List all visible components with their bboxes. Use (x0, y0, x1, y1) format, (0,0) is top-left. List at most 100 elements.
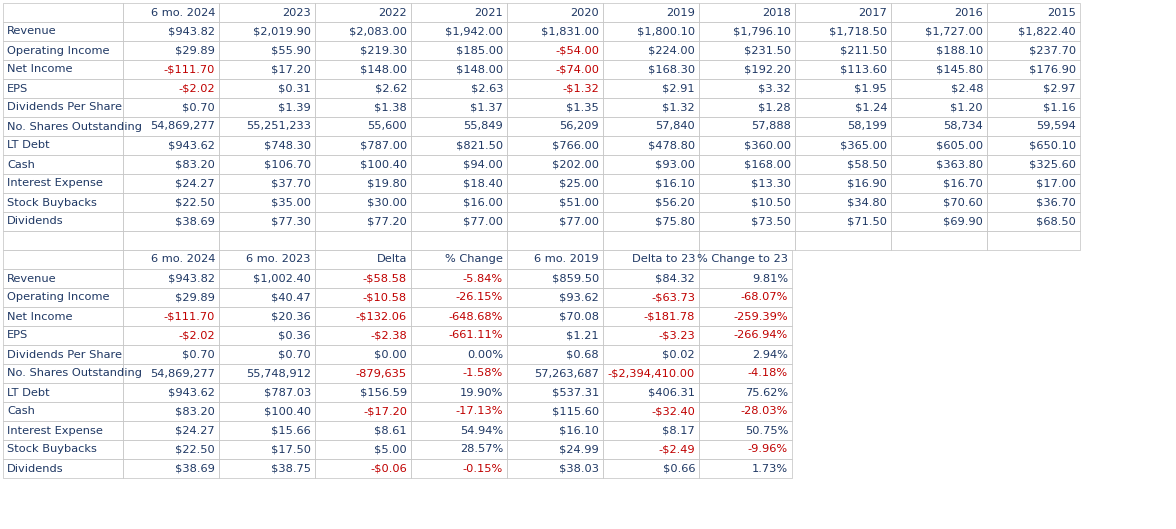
Bar (603, 250, 699, 269)
Bar (507, 193, 603, 212)
Bar (603, 402, 699, 421)
Text: $2.63: $2.63 (470, 84, 503, 94)
Text: Dividends: Dividends (7, 216, 64, 226)
Bar (123, 22, 219, 41)
Text: $237.70: $237.70 (1029, 45, 1076, 56)
Text: $17.20: $17.20 (272, 65, 310, 75)
Bar (315, 440, 410, 459)
Text: -266.94%: -266.94% (734, 331, 788, 341)
Text: $360.00: $360.00 (744, 141, 791, 150)
Bar (699, 98, 795, 117)
Text: -$32.40: -$32.40 (652, 406, 695, 416)
Text: $188.10: $188.10 (936, 45, 983, 56)
Bar (699, 212, 795, 231)
Bar (410, 269, 507, 288)
Text: $365.00: $365.00 (840, 141, 887, 150)
Text: $1.20: $1.20 (950, 103, 983, 113)
Bar (987, 22, 1080, 41)
Bar (315, 307, 410, 326)
Text: -68.07%: -68.07% (741, 293, 788, 303)
Text: $19.80: $19.80 (367, 178, 407, 188)
Text: Delta: Delta (376, 254, 407, 264)
Text: $77.00: $77.00 (559, 216, 599, 226)
Text: $605.00: $605.00 (936, 141, 983, 150)
Bar (795, 231, 891, 250)
Bar (410, 402, 507, 421)
Text: -259.39%: -259.39% (734, 312, 788, 322)
Bar (891, 41, 987, 60)
Bar (603, 383, 699, 402)
Bar (410, 117, 507, 136)
Text: -879,635: -879,635 (356, 369, 407, 379)
Bar (891, 60, 987, 79)
Text: 9.81%: 9.81% (751, 273, 788, 284)
Text: $2.48: $2.48 (950, 84, 983, 94)
Text: $34.80: $34.80 (847, 197, 887, 207)
Text: Stock Buybacks: Stock Buybacks (7, 444, 96, 454)
Text: $106.70: $106.70 (263, 160, 310, 169)
Bar (410, 98, 507, 117)
Text: -$17.20: -$17.20 (363, 406, 407, 416)
Bar (219, 117, 315, 136)
Text: $1.95: $1.95 (854, 84, 887, 94)
Bar (123, 459, 219, 478)
Text: $8.17: $8.17 (662, 425, 695, 435)
Text: 57,888: 57,888 (751, 122, 791, 132)
Bar (795, 136, 891, 155)
Bar (219, 212, 315, 231)
Text: $29.89: $29.89 (175, 293, 215, 303)
Text: -0.15%: -0.15% (462, 463, 503, 473)
Bar (219, 440, 315, 459)
Bar (987, 117, 1080, 136)
Bar (315, 117, 410, 136)
Text: $1,002.40: $1,002.40 (253, 273, 310, 284)
Bar (410, 383, 507, 402)
Bar (4, 421, 123, 440)
Bar (123, 117, 219, 136)
Bar (123, 307, 219, 326)
Text: $115.60: $115.60 (552, 406, 599, 416)
Bar (699, 155, 795, 174)
Bar (507, 98, 603, 117)
Bar (123, 79, 219, 98)
Text: $168.00: $168.00 (744, 160, 791, 169)
Bar (4, 231, 123, 250)
Text: -648.68%: -648.68% (448, 312, 503, 322)
Bar (219, 269, 315, 288)
Bar (219, 383, 315, 402)
Bar (795, 212, 891, 231)
Bar (603, 269, 699, 288)
Text: $211.50: $211.50 (840, 45, 887, 56)
Bar (219, 174, 315, 193)
Bar (315, 174, 410, 193)
Text: $176.90: $176.90 (1029, 65, 1076, 75)
Bar (315, 326, 410, 345)
Bar (315, 136, 410, 155)
Bar (123, 136, 219, 155)
Text: Revenue: Revenue (7, 273, 56, 284)
Bar (699, 440, 791, 459)
Text: LT Debt: LT Debt (7, 388, 49, 397)
Text: Net Income: Net Income (7, 65, 73, 75)
Bar (4, 269, 123, 288)
Bar (315, 22, 410, 41)
Bar (507, 136, 603, 155)
Bar (315, 212, 410, 231)
Text: -5.84%: -5.84% (463, 273, 503, 284)
Bar (4, 383, 123, 402)
Text: $0.02: $0.02 (662, 350, 695, 360)
Bar (891, 155, 987, 174)
Text: LT Debt: LT Debt (7, 141, 49, 150)
Bar (603, 3, 699, 22)
Text: $68.50: $68.50 (1036, 216, 1076, 226)
Bar (123, 231, 219, 250)
Bar (315, 98, 410, 117)
Text: $1,800.10: $1,800.10 (637, 26, 695, 37)
Text: $859.50: $859.50 (552, 273, 599, 284)
Bar (219, 60, 315, 79)
Text: 59,594: 59,594 (1036, 122, 1076, 132)
Bar (315, 41, 410, 60)
Text: $1,942.00: $1,942.00 (446, 26, 503, 37)
Bar (315, 79, 410, 98)
Text: 2021: 2021 (474, 7, 503, 17)
